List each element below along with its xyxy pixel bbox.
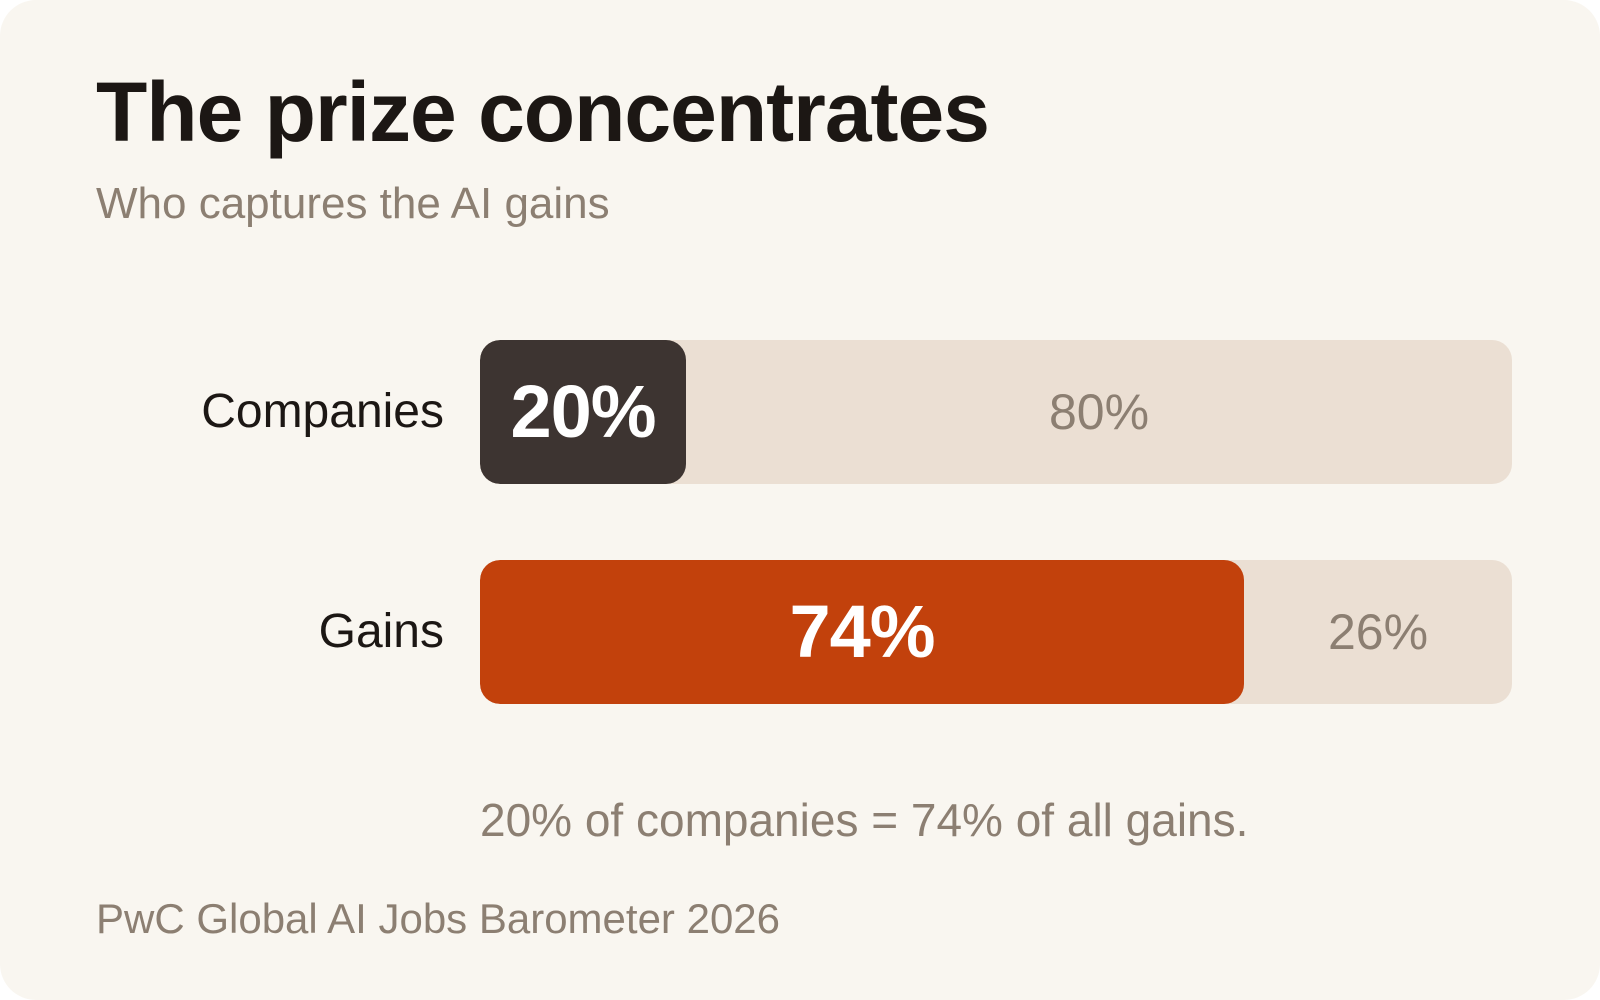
chart-title: The prize concentrates — [96, 65, 990, 159]
bar-remainder-label-companies: 80% — [1048, 384, 1150, 440]
bar-fill-companies — [480, 340, 686, 484]
bar-value-label-gains: 74% — [789, 590, 935, 673]
bar-fill-gains — [480, 560, 1244, 704]
bar-track-gains: 74% 26% — [480, 560, 1512, 704]
chart-subtitle: Who captures the AI gains — [96, 179, 610, 228]
category-label-companies: Companies — [201, 385, 444, 438]
bar-value-label-companies: 20% — [510, 370, 656, 453]
chart-source: PwC Global AI Jobs Barometer 2026 — [96, 895, 781, 942]
category-label-gains: Gains — [318, 605, 444, 658]
bar-track-companies: 20% 80% — [480, 340, 1512, 484]
chart-caption: 20% of companies = 74% of all gains. — [480, 794, 1249, 846]
bar-remainder-label-gains: 26% — [1327, 604, 1429, 660]
